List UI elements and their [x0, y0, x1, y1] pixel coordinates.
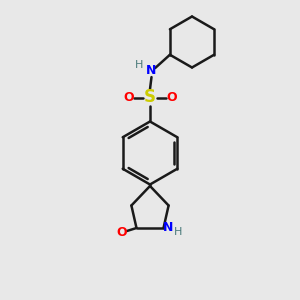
Text: O: O — [166, 91, 177, 104]
Text: H: H — [135, 60, 143, 70]
Text: N: N — [163, 221, 173, 235]
Text: H: H — [174, 227, 182, 238]
Text: O: O — [116, 226, 127, 239]
Text: O: O — [123, 91, 134, 104]
Text: S: S — [144, 88, 156, 106]
Text: N: N — [146, 64, 157, 77]
